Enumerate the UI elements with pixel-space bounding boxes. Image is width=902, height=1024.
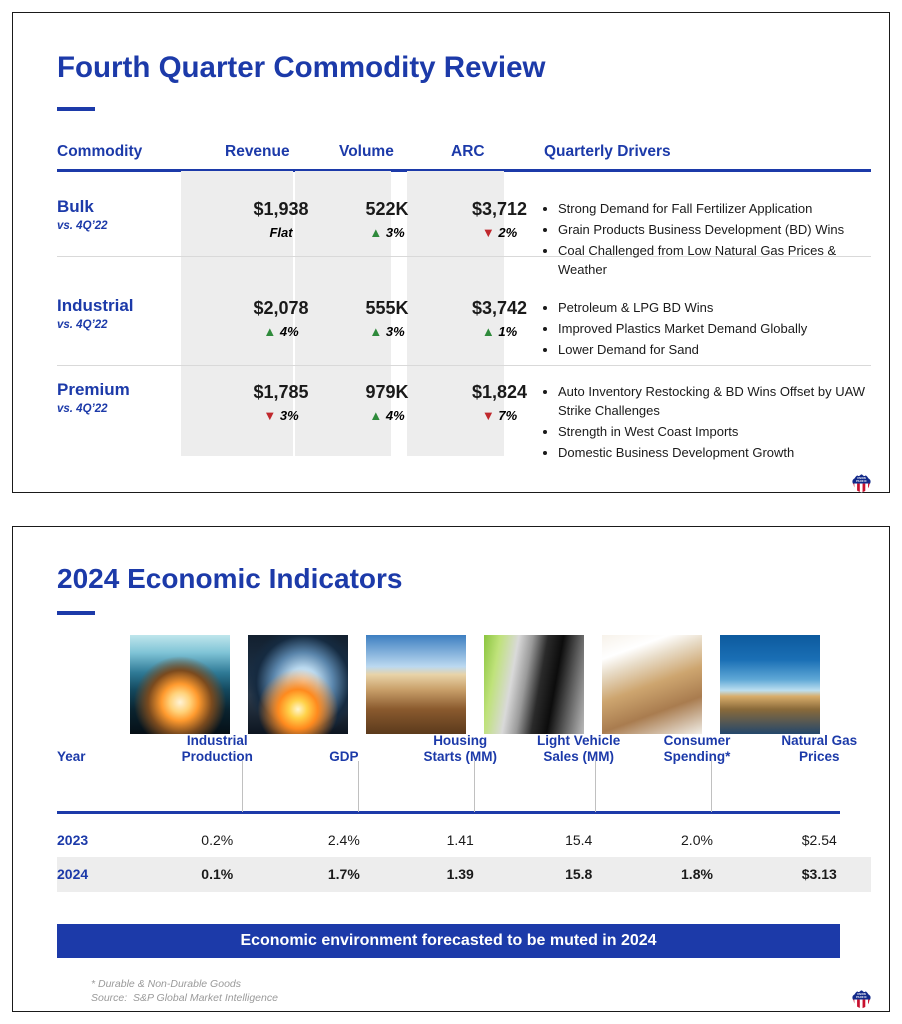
svg-text:PACIFIC: PACIFIC	[856, 996, 867, 999]
svg-text:PACIFIC: PACIFIC	[856, 480, 867, 483]
